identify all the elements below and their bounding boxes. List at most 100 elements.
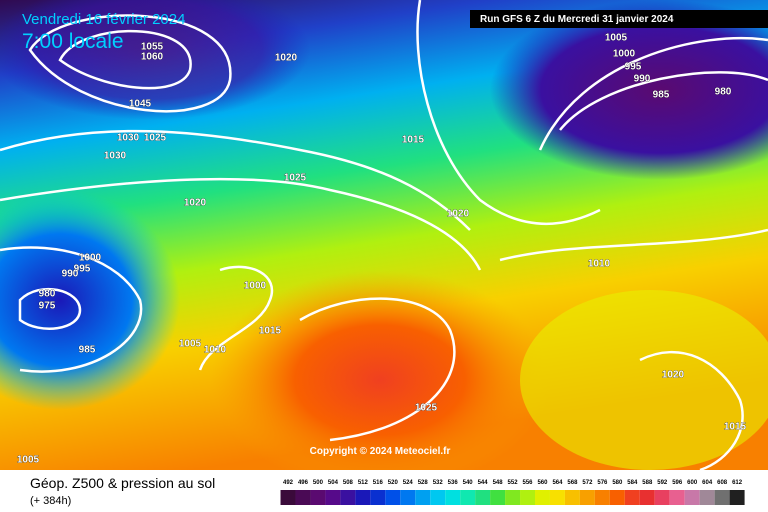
colorbar-label: 612 — [732, 480, 743, 486]
colorbar-swatch — [609, 490, 625, 505]
isobar-label: 980 — [715, 87, 732, 98]
isobar-label: 1000 — [613, 49, 636, 60]
colorbar-swatch — [505, 490, 521, 505]
isobar-label: 995 — [74, 264, 91, 275]
isobar-label: 1045 — [129, 99, 152, 110]
colorbar-swatch — [325, 490, 341, 505]
colorbar-label: 548 — [493, 480, 504, 486]
colorbar-label: 516 — [373, 480, 384, 486]
footer-lead: (+ 384h) — [30, 495, 71, 507]
colorbar-label: 564 — [552, 480, 563, 486]
colorbar-swatch — [699, 490, 715, 505]
colorbar-label: 528 — [418, 480, 429, 486]
colorbar-label: 512 — [358, 480, 369, 486]
isobar-label: 1030 — [117, 133, 140, 144]
colorbar-swatch — [385, 490, 401, 505]
isobar-label: 1020 — [275, 53, 298, 64]
map-date: Vendredi 16 février 2024 — [22, 11, 185, 28]
isobar-label: 1025 — [415, 403, 438, 414]
colorbar-label: 540 — [463, 480, 474, 486]
colorbar-swatch — [594, 490, 610, 505]
map-background — [0, 0, 768, 490]
isobar-label: 1005 — [17, 455, 40, 466]
colorbar-swatch — [475, 490, 491, 505]
isobar-label: 1025 — [144, 133, 167, 144]
colorbar-label: 492 — [283, 480, 294, 486]
colorbar-swatch — [400, 490, 416, 505]
colorbar-swatch — [445, 490, 461, 505]
isobar-label: 995 — [625, 62, 642, 73]
colorbar-label: 544 — [478, 480, 489, 486]
colorbar-swatch — [564, 490, 580, 505]
isobar-label: 1015 — [259, 326, 282, 337]
isobar-label: 1020 — [662, 370, 685, 381]
isobar-label: 990 — [62, 269, 79, 280]
isobar-label: 1025 — [284, 173, 307, 184]
colorbar-swatch — [280, 490, 296, 505]
isobar-label: 985 — [653, 90, 670, 101]
colorbar-label: 572 — [582, 480, 593, 486]
colorbar-swatch — [520, 490, 536, 505]
colorbar-swatch — [310, 490, 326, 505]
isobar-label: 1060 — [141, 52, 164, 63]
colorbar-swatch — [684, 490, 700, 505]
colorbar-swatch — [579, 490, 595, 505]
isobar-label: 1015 — [402, 135, 425, 146]
map-hour: 7:00 locale — [22, 30, 124, 53]
isobar-label: 1010 — [588, 259, 611, 270]
colorbar-swatch — [654, 490, 670, 505]
colorbar-label: 552 — [508, 480, 519, 486]
isobars — [0, 0, 768, 470]
isobar-label: 990 — [634, 74, 651, 85]
colorbar-label: 600 — [687, 480, 698, 486]
colorbar-label: 568 — [567, 480, 578, 486]
colorbar-swatch — [714, 490, 730, 505]
colorbar-swatch — [535, 490, 550, 505]
colorbar-swatch — [340, 490, 356, 505]
isobar-label: 1010 — [204, 345, 227, 356]
colorbar-label: 584 — [627, 480, 638, 486]
colorbar-swatch — [549, 490, 565, 505]
colorbar-swatch — [415, 490, 431, 505]
colorbar: 492 496 500 504 508 512 516 520 524 528 532 536 540 5… — [280, 480, 745, 505]
colorbar-label: 520 — [388, 480, 399, 486]
isobar-label: 1020 — [184, 198, 207, 209]
colorbar-label: 536 — [448, 480, 459, 486]
isobar-label: 1015 — [724, 422, 747, 433]
colorbar-swatch — [669, 490, 685, 505]
isobar-label: 985 — [79, 345, 96, 356]
colorbar-label: 576 — [597, 480, 608, 486]
colorbar-label: 500 — [313, 480, 324, 486]
colorbar-label: 580 — [612, 480, 623, 486]
colorbar-swatch — [460, 490, 476, 505]
isobar-label: 1000 — [244, 281, 267, 292]
colorbar-label: 596 — [672, 480, 683, 486]
colorbar-swatch — [490, 490, 506, 505]
isobar-label: 1000 — [79, 253, 102, 264]
colorbar-label: 524 — [403, 480, 414, 486]
run-box — [470, 10, 768, 28]
colorbar-label: 560 — [537, 480, 548, 486]
colorbar-label: 608 — [717, 480, 728, 486]
colorbar-label: 496 — [298, 480, 309, 486]
colorbar-swatch — [430, 490, 446, 505]
colorbar-swatch — [639, 490, 655, 505]
isobar-label: 1030 — [104, 151, 127, 162]
isobar-label: 1020 — [447, 209, 470, 220]
isobar-label: 1005 — [605, 33, 628, 44]
copyright: Copyright © 2024 Meteociel.fr — [310, 446, 451, 457]
footer-title: Géop. Z500 & pression au sol — [30, 475, 215, 491]
run-info: Run GFS 6 Z du Mercredi 31 janvier 2024 — [480, 14, 674, 25]
colorbar-label: 588 — [642, 480, 653, 486]
colorbar-label: 504 — [328, 480, 339, 486]
isobar-label: 980 — [39, 289, 56, 300]
colorbar-label: 604 — [702, 480, 713, 486]
colorbar-swatch — [355, 490, 371, 505]
colorbar-swatch — [729, 490, 745, 505]
colorbar-label: 508 — [343, 480, 354, 486]
colorbar-label: 532 — [433, 480, 444, 486]
colorbar-label: 556 — [523, 480, 534, 486]
colorbar-swatch — [624, 490, 640, 505]
